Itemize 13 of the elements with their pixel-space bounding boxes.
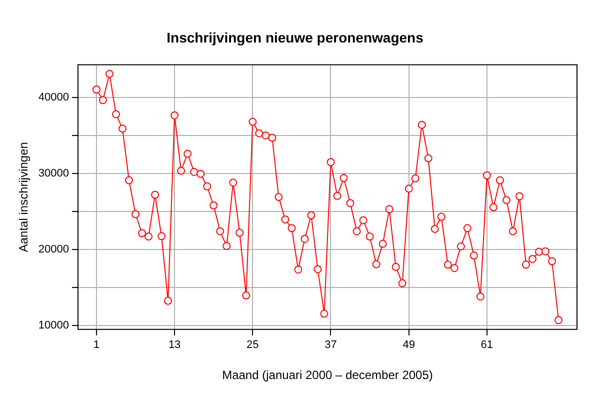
y-axis-title: Aantal inschrijvingen bbox=[16, 142, 31, 252]
x-tick-label: 13 bbox=[168, 339, 181, 352]
x-tick-label: 1 bbox=[93, 339, 100, 352]
x-tick-label: 49 bbox=[402, 339, 415, 352]
x-tick-label: 61 bbox=[480, 339, 494, 352]
chart-title: Inschrijvingen nieuwe peronenwagens bbox=[166, 29, 424, 46]
x-tick-label: 37 bbox=[324, 339, 337, 352]
x-axis-title: Maand (januari 2000 – december 2005) bbox=[222, 368, 433, 382]
y-tick-label: 10000 bbox=[38, 319, 69, 332]
y-tick-label: 30000 bbox=[38, 168, 69, 180]
y-tick-label: 20000 bbox=[38, 243, 69, 256]
x-tick-label: 25 bbox=[246, 339, 259, 352]
y-tick-label: 40000 bbox=[38, 92, 69, 104]
